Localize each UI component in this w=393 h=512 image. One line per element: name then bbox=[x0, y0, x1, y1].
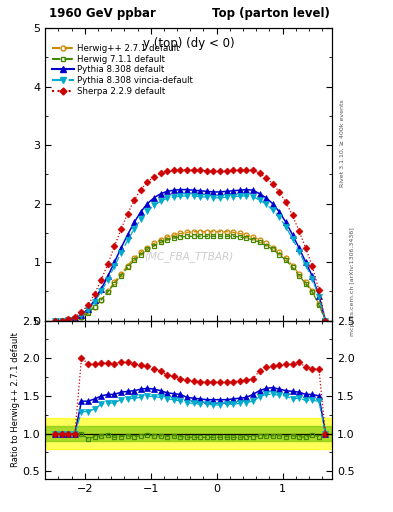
Text: (MC_FBA_TTBAR): (MC_FBA_TTBAR) bbox=[144, 251, 233, 262]
Text: y (top) (dy < 0): y (top) (dy < 0) bbox=[143, 37, 235, 50]
Text: Top (parton level): Top (parton level) bbox=[212, 7, 330, 20]
Text: mcplots.cern.ch [arXiv:1306.3436]: mcplots.cern.ch [arXiv:1306.3436] bbox=[350, 227, 355, 336]
Text: 1960 GeV ppbar: 1960 GeV ppbar bbox=[49, 7, 156, 20]
Text: Rivet 3.1.10, ≥ 400k events: Rivet 3.1.10, ≥ 400k events bbox=[340, 99, 345, 187]
Legend: Herwig++ 2.7.1 default, Herwig 7.1.1 default, Pythia 8.308 default, Pythia 8.308: Herwig++ 2.7.1 default, Herwig 7.1.1 def… bbox=[50, 41, 195, 98]
Y-axis label: Ratio to Herwig++ 2.7.1 default: Ratio to Herwig++ 2.7.1 default bbox=[11, 332, 20, 467]
